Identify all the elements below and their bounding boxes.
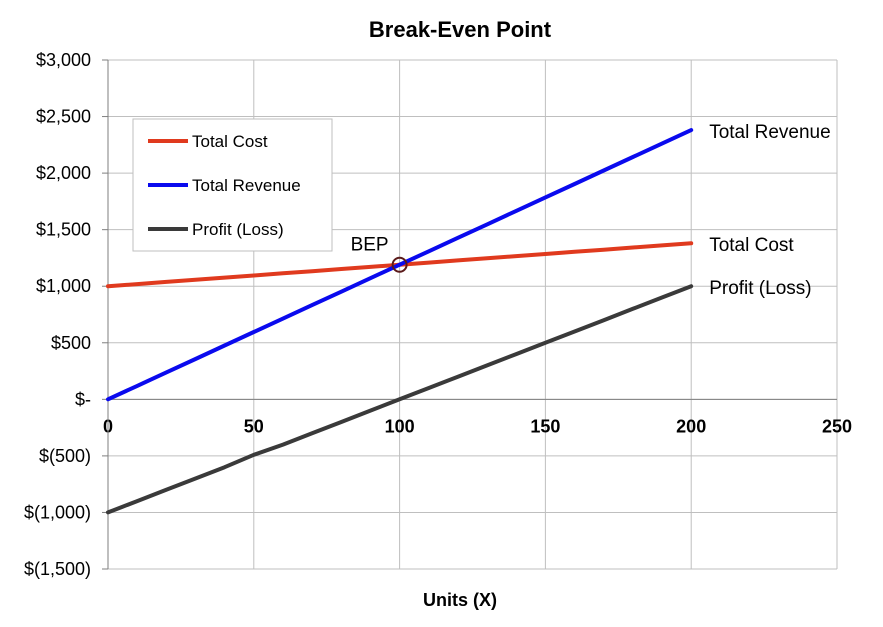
x-tick-label: 50 (244, 416, 264, 436)
y-tick-label: $1,000 (36, 276, 91, 296)
legend-label: Profit (Loss) (192, 220, 284, 239)
y-tick-label: $2,500 (36, 107, 91, 127)
x-tick-label: 200 (676, 416, 706, 436)
y-tick-label: $500 (51, 333, 91, 353)
legend-label: Total Revenue (192, 176, 301, 195)
end-label-profit-loss: Profit (Loss) (709, 278, 811, 299)
legend-label: Total Cost (192, 132, 268, 151)
y-tick-label: $(1,000) (24, 502, 91, 522)
x-axis-label: Units (X) (423, 590, 497, 610)
y-tick-label: $(500) (39, 446, 91, 466)
end-label-total-revenue: Total Revenue (709, 122, 830, 143)
bep-marker (391, 256, 408, 273)
y-tick-label: $- (75, 389, 91, 409)
end-label-total-cost: Total Cost (709, 235, 794, 256)
y-tick-label: $1,500 (36, 220, 91, 240)
bep-label: BEP (351, 235, 389, 256)
x-tick-label: 150 (530, 416, 560, 436)
y-tick-label: $(1,500) (24, 559, 91, 579)
legend: Total Cost Total Revenue Profit (Loss) (132, 118, 333, 252)
series-layer (106, 128, 694, 515)
x-tick-label: 250 (822, 416, 852, 436)
axis-layer: $3,000 $2,500 $2,000 $1,500 $1,000 $500 $- $(50… (24, 50, 852, 579)
series-line-profit-loss (106, 284, 694, 515)
annotation-layer: Total Cost Total Revenue Profit (Loss) BEP (351, 122, 831, 299)
y-tick-label: $3,000 (36, 50, 91, 70)
chart-title: Break-Even Point (369, 17, 552, 42)
series-line-total-revenue (106, 128, 694, 402)
y-tick-label: $2,000 (36, 163, 91, 183)
x-tick-label: 100 (385, 416, 415, 436)
